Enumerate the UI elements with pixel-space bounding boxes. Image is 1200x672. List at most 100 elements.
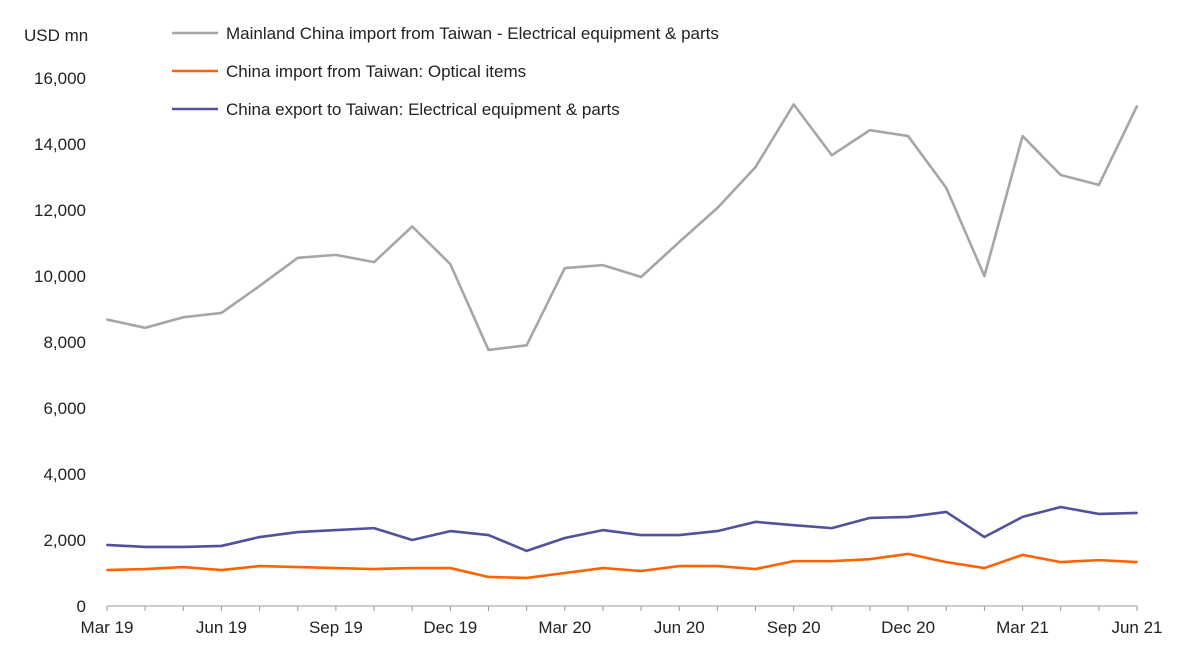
data-point — [716, 565, 719, 568]
y-tick-label: 8,000 — [43, 333, 86, 352]
data-point — [220, 569, 223, 572]
series-line-1 — [106, 103, 1139, 352]
data-point — [525, 344, 528, 347]
data-point — [640, 534, 643, 537]
y-tick-label: 16,000 — [34, 69, 86, 88]
data-point — [563, 267, 566, 270]
data-point — [1021, 135, 1024, 138]
data-point — [1097, 183, 1100, 186]
legend-label: China import from Taiwan: Optical items — [226, 62, 526, 81]
data-point — [182, 316, 185, 319]
data-point — [220, 311, 223, 314]
legend-label: China export to Taiwan: Electrical equip… — [226, 100, 620, 119]
data-point — [754, 166, 757, 169]
data-point — [1021, 553, 1024, 556]
data-point — [334, 529, 337, 532]
data-point — [830, 154, 833, 157]
data-point — [411, 567, 414, 570]
x-tick-label: Mar 20 — [538, 618, 591, 637]
data-point — [1136, 105, 1138, 108]
data-point — [1059, 506, 1062, 508]
data-point — [907, 552, 910, 555]
data-point — [601, 567, 604, 570]
data-point — [792, 103, 795, 106]
series-line-3 — [106, 505, 1138, 553]
data-point — [144, 568, 147, 571]
y-axis-label: USD mn — [24, 26, 88, 45]
data-point — [1097, 512, 1100, 515]
x-tick-label: Mar 19 — [81, 618, 134, 637]
data-point — [1097, 559, 1100, 562]
data-point — [373, 568, 376, 571]
data-point — [792, 560, 795, 563]
data-point — [258, 565, 261, 568]
data-point — [449, 263, 452, 266]
legend-label: Mainland China import from Taiwan - Elec… — [226, 24, 719, 43]
y-tick-label: 14,000 — [34, 135, 86, 154]
data-point — [449, 530, 452, 533]
data-point — [945, 510, 948, 513]
data-point — [640, 275, 643, 278]
data-point — [144, 326, 147, 329]
data-point — [907, 135, 910, 138]
data-point — [792, 524, 795, 527]
data-point — [106, 318, 108, 321]
series-line-2 — [106, 552, 1138, 580]
data-point — [678, 241, 681, 244]
data-point — [258, 284, 261, 287]
x-tick-label: Jun 20 — [654, 618, 705, 637]
x-tick-label: Dec 20 — [881, 618, 935, 637]
x-tick-label: Dec 19 — [423, 618, 477, 637]
x-tick-label: Sep 19 — [309, 618, 363, 637]
data-point — [296, 566, 299, 569]
x-tick-label: Jun 19 — [196, 618, 247, 637]
data-point — [525, 576, 528, 579]
data-point — [945, 561, 948, 564]
data-point — [868, 558, 871, 561]
data-point — [868, 516, 871, 519]
data-point — [678, 565, 681, 568]
data-point — [983, 567, 986, 570]
data-point — [1136, 511, 1138, 514]
data-point — [563, 572, 566, 574]
data-point — [144, 545, 147, 548]
data-point — [1059, 174, 1062, 177]
data-point — [754, 568, 757, 571]
y-tick-label: 2,000 — [43, 531, 86, 550]
y-tick-label: 0 — [77, 597, 86, 616]
data-point — [106, 543, 108, 546]
data-point — [373, 261, 376, 264]
data-point — [1021, 515, 1024, 518]
data-point — [334, 567, 337, 570]
data-point — [563, 537, 566, 540]
data-point — [907, 515, 910, 518]
data-point — [296, 531, 299, 534]
data-point — [601, 529, 604, 532]
data-point — [373, 527, 376, 530]
data-point — [830, 560, 833, 563]
data-point — [1059, 561, 1062, 564]
data-point — [983, 536, 986, 539]
data-point — [411, 225, 414, 228]
data-point — [716, 207, 719, 210]
data-point — [106, 569, 108, 572]
x-tick-label: Mar 21 — [996, 618, 1049, 637]
series-lines — [106, 103, 1139, 580]
data-point — [182, 566, 185, 569]
data-point — [754, 520, 757, 523]
x-tick-label: Sep 20 — [767, 618, 821, 637]
data-point — [182, 545, 185, 548]
y-axis: 0 2,000 4,000 6,000 8,000 10,000 12,000 14,000 1… — [34, 69, 86, 616]
data-point — [487, 348, 490, 351]
data-point — [334, 253, 337, 256]
x-axis: Mar 19 Jun 19 Sep 19 Dec 19 Mar 20 Jun 20 Sep … — [81, 606, 1163, 637]
data-point — [411, 539, 414, 541]
data-point — [487, 534, 490, 537]
data-point — [945, 186, 948, 189]
legend: Mainland China import from Taiwan - Elec… — [172, 24, 719, 119]
data-point — [983, 275, 986, 277]
data-point — [830, 527, 833, 530]
y-tick-label: 12,000 — [34, 201, 86, 220]
y-tick-label: 4,000 — [43, 465, 86, 484]
